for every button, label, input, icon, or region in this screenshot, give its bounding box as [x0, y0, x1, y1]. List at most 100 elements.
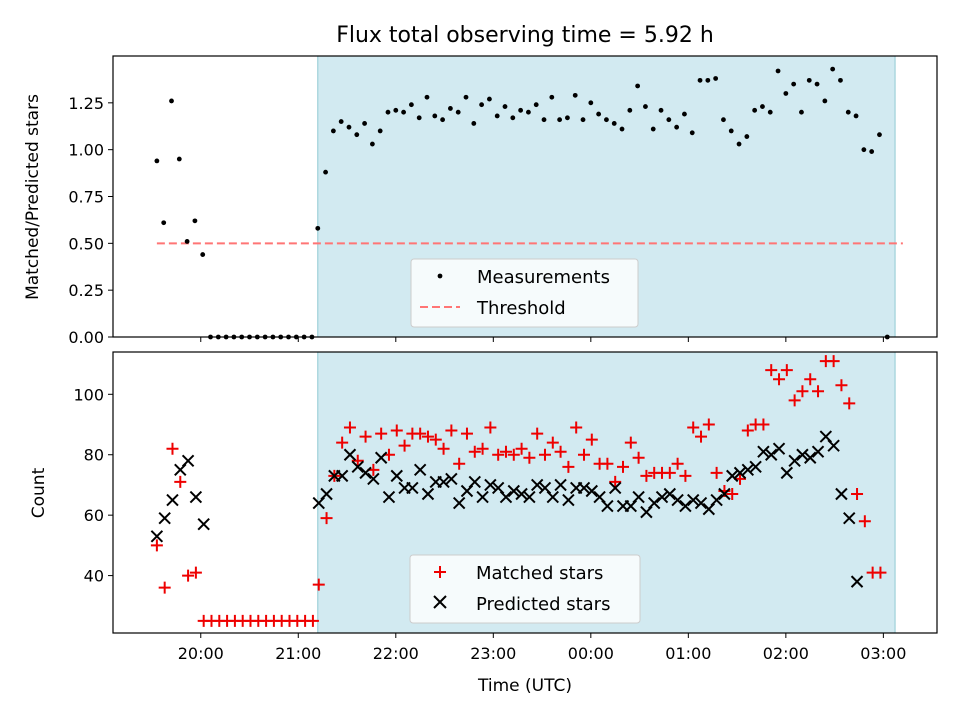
measurement-point: [736, 141, 742, 147]
matched-star-point: [468, 445, 481, 458]
measurement-point: [432, 113, 438, 119]
predicted-star-point: [663, 487, 677, 501]
matched-star-point: [343, 421, 356, 434]
predicted-star-point: [741, 463, 755, 477]
predicted-star-point: [189, 490, 203, 504]
matched-star-point: [320, 512, 333, 525]
axes-frame: [112, 351, 938, 634]
predicted-star-point: [367, 472, 380, 486]
predicted-star-point: [788, 454, 801, 467]
bottom-y-axis-label: Count: [29, 467, 49, 518]
matched-star-point: [609, 475, 622, 488]
predicted-star-point: [577, 481, 591, 495]
measurement-point: [463, 94, 469, 100]
measurement-point: [154, 158, 160, 164]
y-tick-label: 80: [84, 446, 104, 465]
matched-star-point: [577, 448, 590, 461]
legend-predicted-label: Predicted stars: [476, 594, 610, 615]
matched-star-point: [843, 397, 856, 410]
matched-star-point: [695, 430, 708, 443]
x-tick-label: 03:00: [860, 644, 906, 663]
predicted-star-point: [382, 490, 396, 504]
matched-star-point: [632, 451, 645, 464]
measurement-point: [728, 128, 734, 134]
measurement-point: [877, 132, 882, 138]
measurement-point: [377, 128, 383, 134]
matched-star-point: [429, 433, 442, 446]
matched-star-point: [827, 355, 840, 368]
matched-star-point: [741, 424, 754, 437]
measurement-point: [541, 117, 547, 123]
measurement-point: [510, 115, 516, 121]
predicted-star-point: [351, 460, 364, 474]
matched-star-point: [515, 442, 528, 455]
matched-star-point: [484, 421, 497, 434]
matched-star-point: [874, 566, 887, 579]
predicted-star-point: [608, 481, 622, 495]
predicted-star-point: [468, 475, 481, 489]
predicted-star-point: [632, 490, 645, 504]
y-tick-label: 100: [73, 385, 104, 404]
y-tick-label: 0.00: [68, 328, 104, 347]
y-tick-label: 1.00: [68, 141, 104, 160]
matched-star-point: [601, 457, 614, 470]
predicted-star-point: [562, 493, 575, 507]
matched-star-point: [624, 436, 637, 449]
predicted-star-point: [757, 445, 770, 458]
matched-star-point: [336, 436, 349, 449]
predicted-star-point: [694, 496, 708, 510]
matched-star-point: [306, 614, 319, 627]
matched-star-point: [851, 488, 864, 501]
x-tick-label: 01:00: [665, 644, 711, 663]
matched-star-point: [773, 373, 786, 386]
measurement-point: [674, 124, 680, 130]
predicted-star-point: [359, 466, 372, 480]
measurement-point: [853, 113, 859, 119]
predicted-star-point: [780, 466, 794, 480]
measurement-point: [643, 104, 648, 109]
matched-star-point: [174, 475, 187, 488]
legend-matched-marker: [434, 566, 446, 578]
top-y-axis-label: Matched/Predicted stars: [23, 94, 43, 300]
legend-threshold-label: Threshold: [476, 298, 566, 319]
x-tick-label: 02:00: [763, 644, 809, 663]
bottom-legend-box: [409, 554, 641, 624]
matched-star-point: [671, 457, 684, 470]
measurement-point: [689, 130, 695, 136]
predicted-star-point: [796, 448, 809, 461]
matched-star-point: [757, 418, 770, 431]
measurement-point: [401, 109, 406, 115]
measurement-point: [455, 109, 461, 115]
measurement-point: [184, 239, 190, 244]
predicted-star-point: [445, 472, 458, 486]
matched-star-point: [796, 385, 809, 398]
matched-star-point: [492, 448, 505, 461]
matched-star-point: [398, 439, 411, 452]
measurement-point: [502, 104, 508, 109]
measurement-point: [838, 77, 843, 83]
x-tick-label: 22:00: [373, 644, 419, 663]
predicted-star-point: [413, 463, 427, 477]
measurement-point: [549, 94, 555, 100]
predicted-star-point: [335, 469, 349, 483]
x-tick-label: 00:00: [568, 644, 614, 663]
y-tick-label: 60: [84, 506, 104, 525]
measurement-point: [330, 128, 336, 134]
matched-star-point: [812, 385, 825, 398]
predicted-star-point: [671, 493, 684, 507]
measurement-point: [369, 141, 375, 147]
matched-star-point: [359, 430, 372, 443]
matched-star-point: [507, 448, 520, 461]
matched-star-point: [554, 445, 567, 458]
matched-star-point: [312, 578, 325, 591]
measurement-point: [323, 169, 328, 175]
matched-star-point: [421, 430, 434, 443]
matched-star-point: [182, 569, 195, 582]
measurement-point: [822, 98, 828, 104]
matched-star-point: [189, 566, 202, 579]
predicted-star-point: [515, 487, 528, 501]
matched-star-point: [585, 433, 598, 446]
matched-star-point: [617, 460, 630, 473]
matched-star-point: [390, 424, 403, 437]
